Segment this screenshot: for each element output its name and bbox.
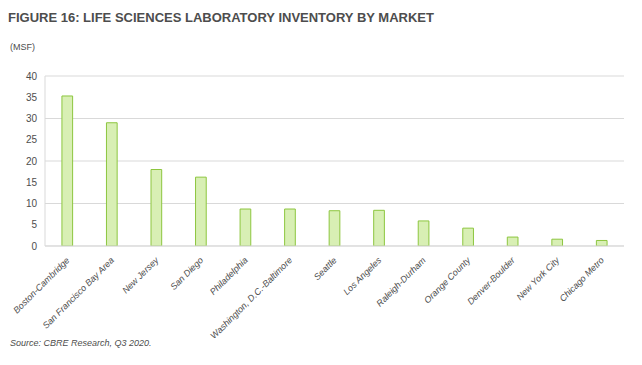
- svg-text:Raleigh-Durham: Raleigh-Durham: [374, 255, 428, 309]
- html-text:(MSF): (MSF): [10, 42, 35, 52]
- svg-text:Washington, D.C.-Baltimore: Washington, D.C.-Baltimore: [208, 255, 294, 338]
- html-text:FIGURE 16: LIFE SCIENCES LABOR: FIGURE 16: LIFE SCIENCES LABORATORY INVE…: [8, 10, 434, 25]
- svg-text:Seattle: Seattle: [312, 255, 339, 282]
- svg-text:Philadelphia: Philadelphia: [208, 255, 250, 297]
- svg-text:35: 35: [26, 92, 38, 103]
- svg-text:15: 15: [26, 177, 38, 188]
- svg-text:San Francisco Bay Area: San Francisco Bay Area: [41, 255, 116, 330]
- svg-text:20: 20: [26, 156, 38, 167]
- svg-text:San Diego: San Diego: [168, 255, 205, 292]
- svg-text:0: 0: [31, 241, 37, 252]
- svg-text:New Jersey: New Jersey: [120, 255, 161, 296]
- svg-text:Orange County: Orange County: [422, 255, 473, 306]
- svg-text:25: 25: [26, 134, 38, 145]
- svg-text:40: 40: [26, 71, 38, 82]
- svg-text:Los Angeles: Los Angeles: [341, 255, 383, 297]
- html-text:Source: CBRE Research, Q3 2020: Source: CBRE Research, Q3 2020.: [10, 338, 152, 348]
- svg-text:30: 30: [26, 113, 38, 124]
- svg-text:5: 5: [31, 219, 37, 230]
- svg-text:Denver-Boulder: Denver-Boulder: [465, 254, 517, 306]
- svg-text:10: 10: [26, 198, 38, 209]
- svg-text:Chicago Metro: Chicago Metro: [558, 255, 606, 303]
- svg-text:Boston-Cambridge: Boston-Cambridge: [11, 255, 72, 316]
- svg-text:New York City: New York City: [515, 255, 562, 302]
